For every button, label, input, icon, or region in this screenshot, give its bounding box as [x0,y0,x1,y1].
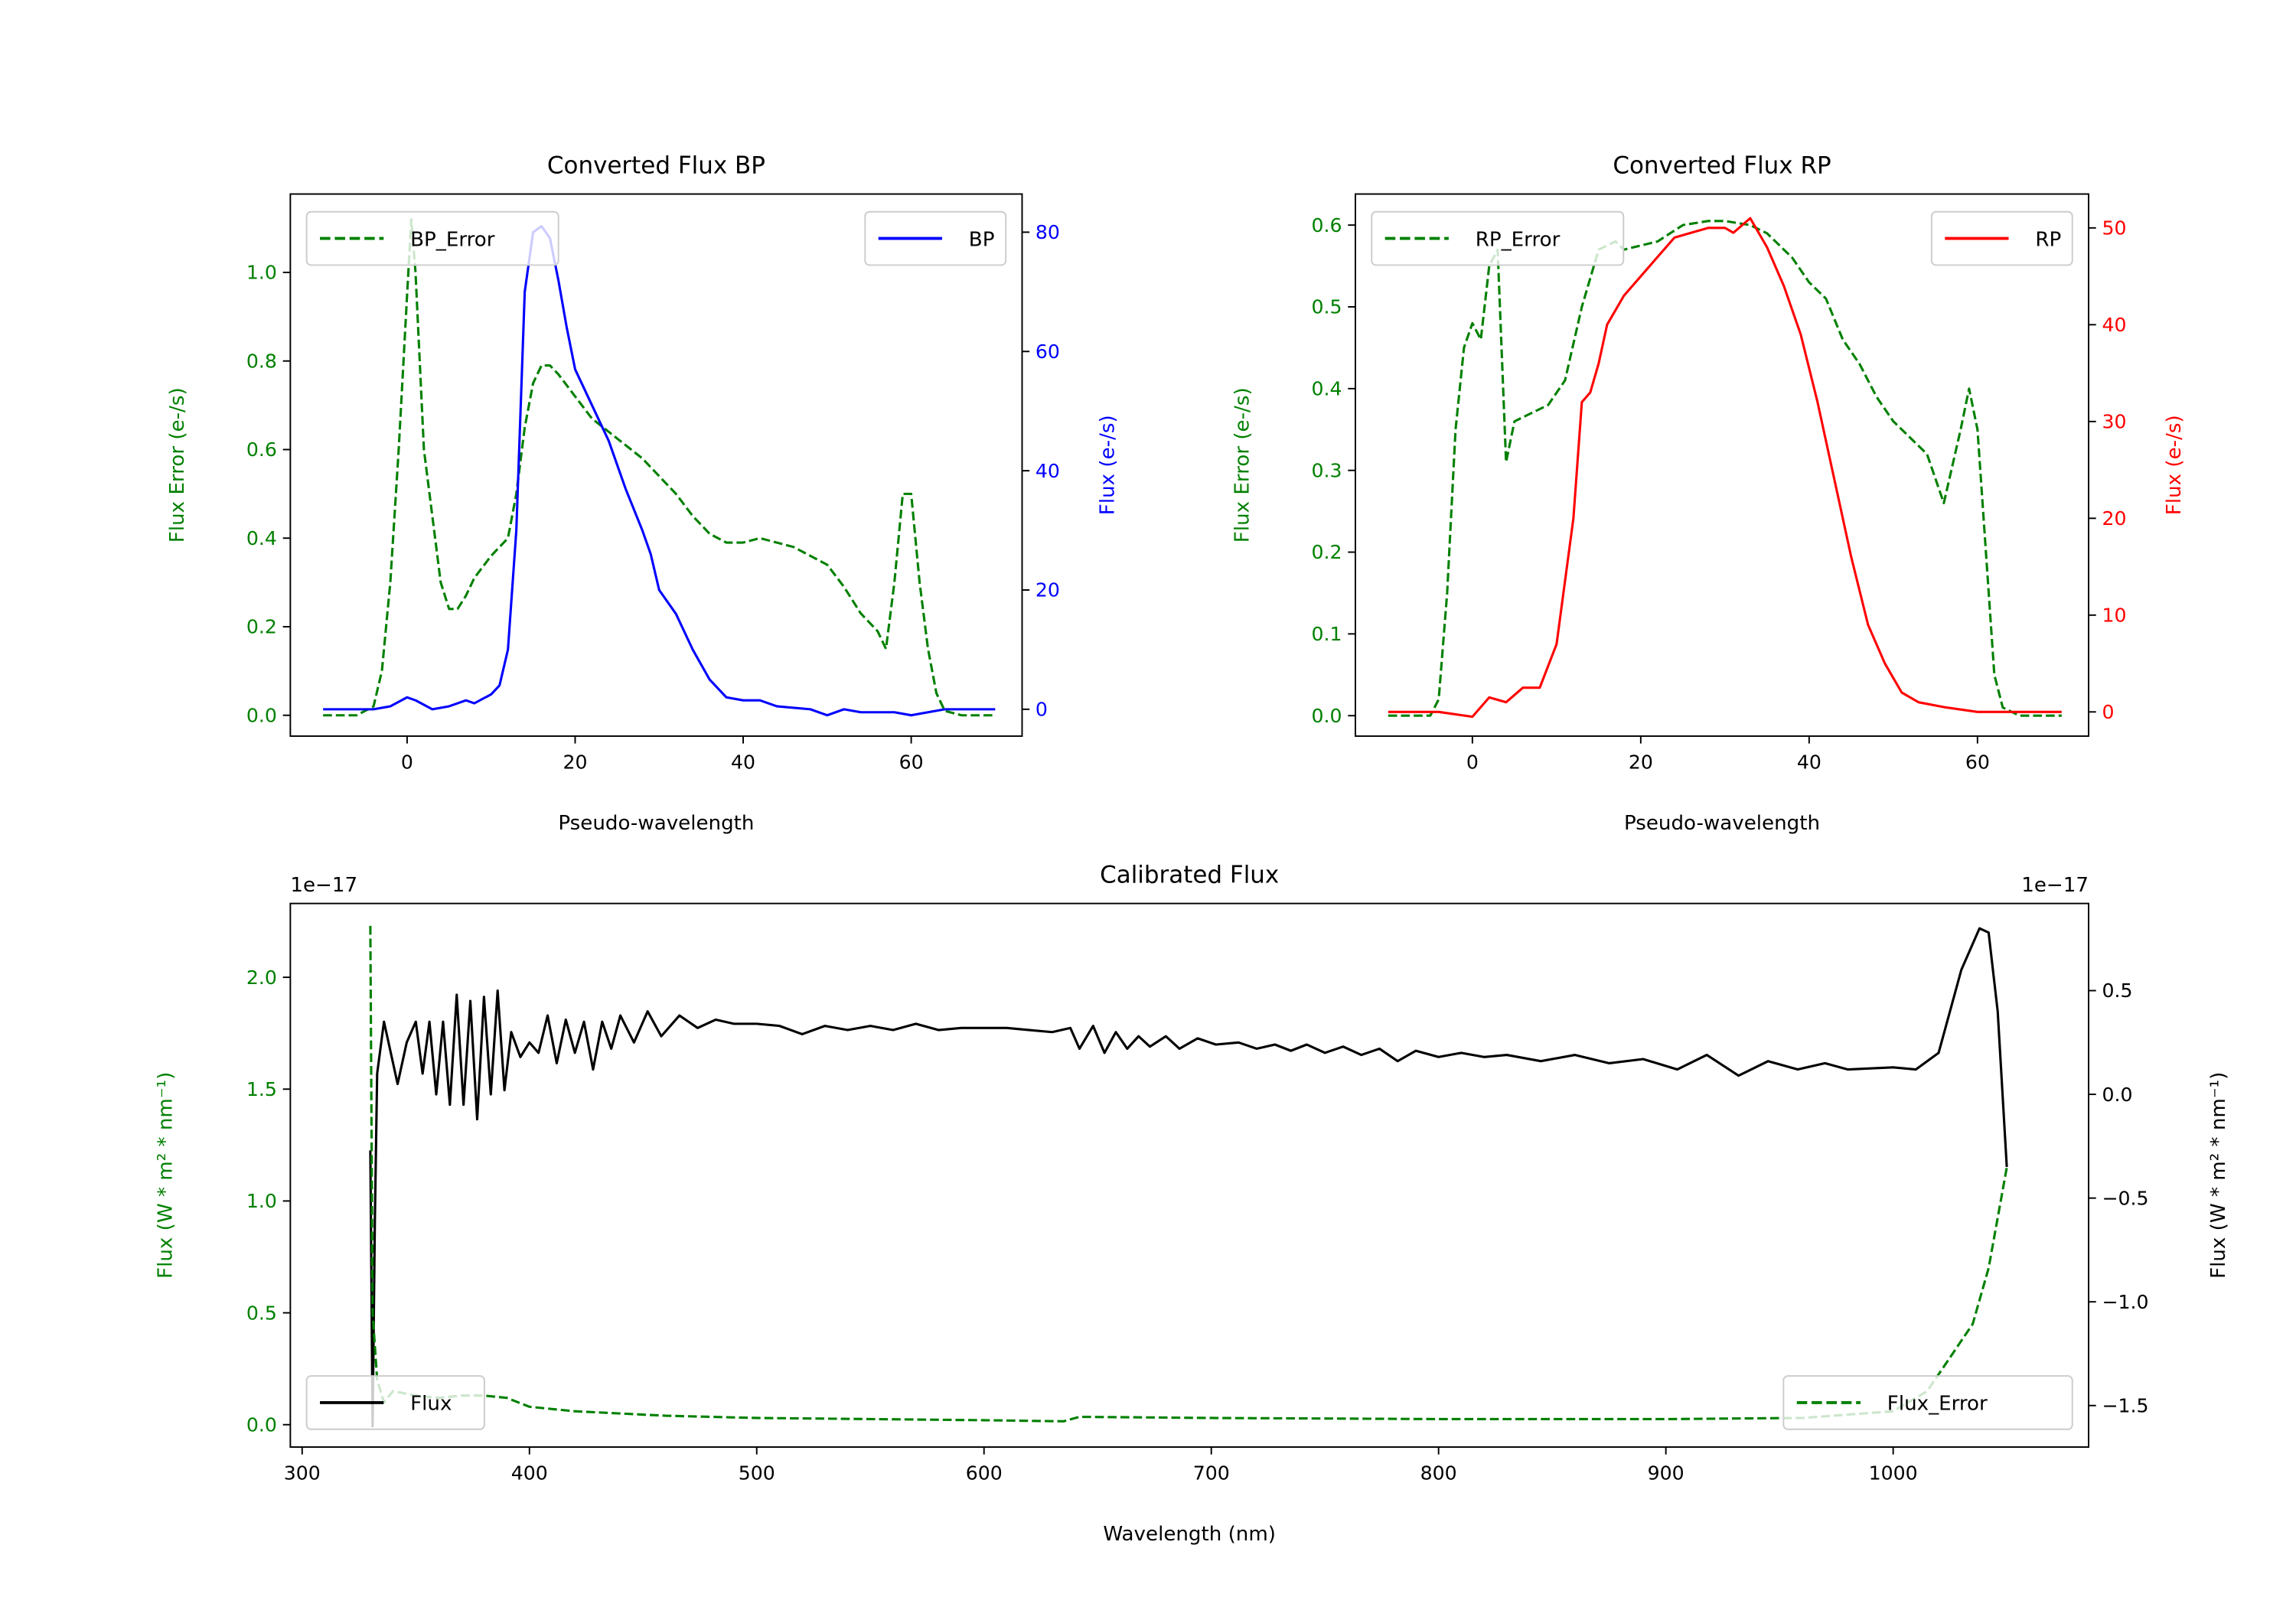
x-tick-label: 40 [731,751,755,774]
y_right-tick-label: −0.5 [2102,1187,2148,1209]
y_right-axis-label: Flux (e-/s) [1096,415,1119,515]
y_right-tick-label: 20 [1035,579,1060,601]
y_left-tick-label: 0.8 [246,350,277,372]
y_left-tick-label: 0.6 [1312,214,1342,236]
legend-box [305,1375,485,1430]
y_right-tick-label: 40 [2102,314,2126,336]
y_right-tick-label: 0.0 [2102,1084,2132,1106]
y_left-tick-label: 1.0 [246,1190,277,1212]
series-line-bp [323,225,996,717]
y_right-tick-label: 80 [1035,221,1060,243]
series-line-flux-error [369,925,2008,1423]
y_left-tick-label: 0.2 [246,616,277,638]
x-tick-label: 20 [1629,751,1653,774]
legend-rp-error: RP_Error [1371,210,1625,266]
y_left-axis-label: Flux Error (e-/s) [1231,387,1254,543]
x-tick-label: 900 [1648,1462,1684,1485]
legend-box [1371,210,1625,266]
y_right-offset-text: 1e−17 [2021,874,2089,897]
series-line-bp-error [323,217,996,717]
chart-title: Converted Flux RP [1613,152,1831,179]
y_right-tick-label: 50 [2102,217,2126,240]
y_left-tick-label: 1.0 [246,262,277,284]
y_right-axis-label: Flux (W * m² * nm⁻¹) [2207,1072,2230,1279]
chart-0: 0 20 40 60 0.0 0.2 0.4 0.6 0.8 1.0 Flux Error (e-/… [166,152,1119,834]
x-axis-label: Pseudo-wavelength [558,812,754,835]
y_right-tick-label: 20 [2102,507,2126,530]
x-tick-label: 600 [966,1462,1003,1485]
x-tick-label: 300 [284,1462,321,1485]
y_left-tick-label: 0.4 [1312,378,1342,400]
x-tick-label: 700 [1193,1462,1230,1485]
legend-label: RP_Error [1476,228,1561,251]
y_right-tick-label: 30 [2102,411,2126,433]
legend-flux-error: Flux_Error [1782,1375,2073,1430]
x-axis-label: Wavelength (nm) [1103,1523,1276,1546]
y_right-tick-label: −1.5 [2102,1394,2148,1416]
x-tick-label: 800 [1420,1462,1457,1485]
axes-frame [289,193,1023,737]
legend-label: Flux_Error [1887,1393,1988,1416]
y_right-tick-label: 0 [1035,699,1048,721]
y_right-tick-label: 0.5 [2102,980,2132,1002]
y_left-axis-label: Flux (W * m² * nm⁻¹) [155,1072,178,1279]
legend-label: RP [2035,228,2061,251]
chart-2: 300 400 500 600 700 800 900 1000 0.0 0.5 1.0 1.5 2.0… [155,862,2231,1546]
x-axis-label: Pseudo-wavelength [1624,812,1820,835]
y_left-tick-label: 0.5 [246,1302,277,1324]
y_left-tick-label: 2.0 [246,966,277,989]
legend-label: Flux [410,1393,452,1416]
y_left-tick-label: 1.5 [246,1078,277,1100]
series-line-rp-error [1388,220,2062,717]
x-tick-label: 40 [1797,751,1821,774]
y_left-tick-label: 0.0 [246,704,277,726]
chart-title: Converted Flux BP [547,152,765,179]
y_left-tick-label: 0.5 [1312,296,1342,318]
y_left-tick-label: 0.4 [246,527,277,549]
y_left-tick-label: 0.3 [1312,459,1342,481]
chart-title: Calibrated Flux [1100,862,1279,889]
legend-box [305,210,559,266]
axes-frame [289,902,2089,1448]
x-tick-label: 20 [563,751,587,774]
y_left-tick-label: 0.6 [246,438,277,461]
x-tick-label: 60 [1965,751,1990,774]
legend-rp: RP [1930,210,2073,266]
y_left-tick-label: 0.0 [246,1413,277,1436]
y_right-tick-label: 0 [2102,701,2114,723]
y_left-tick-label: 0.1 [1312,623,1342,645]
y_right-tick-label: 40 [1035,460,1060,482]
y_right-tick-label: 60 [1035,341,1060,363]
x-tick-label: 500 [739,1462,775,1485]
legend-box [1782,1375,2073,1430]
legend-bp-error: BP_Error [305,210,559,266]
legend-label: BP [969,228,995,251]
y_right-tick-label: −1.0 [2102,1291,2148,1313]
x-tick-label: 0 [401,751,413,774]
y_right-axis-label: Flux (e-/s) [2163,415,2186,515]
chart-1: 0 20 40 60 0.0 0.1 0.2 0.3 0.4 0.5 0.6 Flux Error (… [1231,152,2186,834]
y_left-offset-text: 1e−17 [290,874,357,897]
legend-label: BP_Error [410,228,495,251]
x-tick-label: 400 [511,1462,548,1485]
series-line-rp [1388,217,2062,719]
axes-frame [1355,193,2089,737]
y_left-tick-label: 0.0 [1312,705,1342,727]
x-tick-label: 1000 [1869,1462,1918,1485]
x-tick-label: 60 [899,751,924,774]
y_right-tick-label: 10 [2102,605,2126,627]
x-tick-label: 0 [1466,751,1479,774]
legend-bp: BP [864,210,1007,266]
series-line-flux [369,927,2008,1428]
y_left-tick-label: 0.2 [1312,541,1342,563]
y_left-axis-label: Flux Error (e-/s) [166,387,189,543]
legend-flux: Flux [305,1375,485,1430]
